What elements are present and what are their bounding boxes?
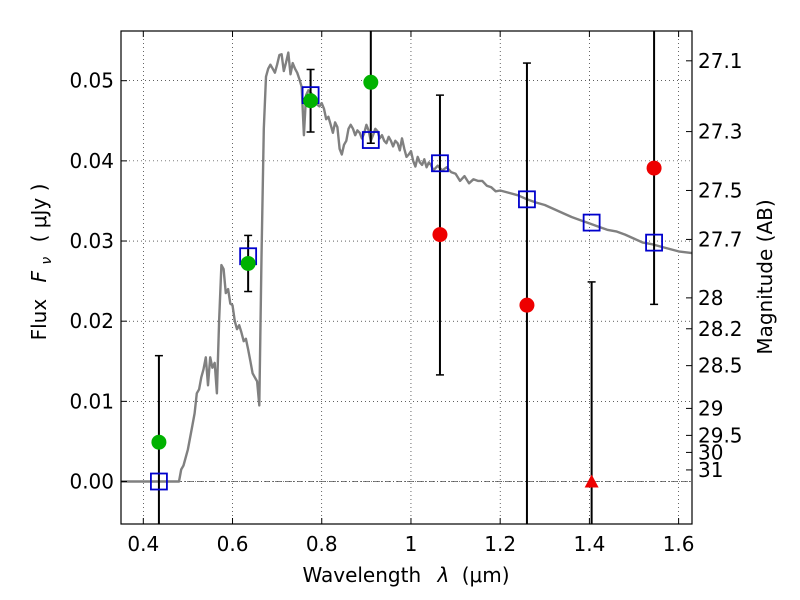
sed-model-line	[121, 51, 693, 483]
y-tick-label: 0.03	[69, 229, 114, 253]
detection-point-0	[151, 434, 167, 450]
y-axis-title-subscript: ν	[39, 257, 55, 265]
model-photometry-square-3	[361, 131, 380, 149]
x-axis-title-unit: (μm)	[462, 563, 510, 587]
magnitude-tick-label: 27.3	[698, 120, 743, 144]
magnitude-tick-label: 27.7	[698, 227, 743, 251]
observed-flux-markers	[151, 74, 662, 488]
magnitude-axis-title: Magnitude (AB)	[753, 199, 777, 354]
y-tick-label: 0.00	[69, 470, 114, 494]
x-tick-label: 0.4	[127, 532, 159, 556]
x-tick-label: 1.2	[484, 532, 516, 556]
x-tick-label: 1.4	[573, 532, 605, 556]
magnitude-tick-label: 31	[698, 458, 723, 482]
model-photometry-square-0	[150, 472, 168, 491]
model-photometry-square-7	[645, 233, 663, 252]
y-axis-title: Flux F ν ( μJy )	[27, 184, 56, 341]
magnitude-tick-label: 29.5	[698, 423, 743, 447]
magnitude-tick-label: 28.5	[698, 354, 743, 378]
x-axis-ticks: 0.4 0.6 0.8 1 1.2 1.4 1.6	[127, 31, 695, 556]
magnitude-tick-label: 27.1	[698, 49, 743, 73]
y-tick-label: 0.01	[69, 389, 114, 413]
y-axis-title-unit: ( μJy )	[27, 184, 51, 243]
magnitude-tick-label: 29	[698, 396, 723, 420]
x-tick-label: 0.8	[306, 532, 338, 556]
y-tick-label: 0.05	[69, 69, 114, 93]
x-axis-title: Wavelength λ (μm)	[302, 563, 509, 587]
model-photometry-square-4	[431, 154, 449, 173]
non-detection-point-0	[432, 227, 448, 243]
magnitude-tick-label: 30	[698, 440, 723, 464]
model-photometry-square-5	[518, 190, 536, 209]
non-detection-point-1	[519, 297, 535, 313]
upper-limit-marker-0	[584, 474, 599, 488]
detection-point-3	[363, 74, 379, 90]
x-tick-label: 1	[405, 532, 418, 556]
magnitude-tick-label: 28	[698, 286, 723, 310]
detection-point-1	[240, 255, 256, 271]
non-detection-point-2	[646, 160, 662, 176]
plot-frame	[120, 30, 693, 525]
x-tick-label: 1.6	[663, 532, 695, 556]
x-axis-title-symbol: λ	[437, 563, 450, 587]
y-tick-label: 0.02	[69, 309, 114, 333]
detection-point-2	[303, 93, 319, 109]
sed-model-curve	[121, 51, 693, 483]
x-axis-title-text: Wavelength	[302, 563, 421, 587]
magnitude-tick-label: 28.2	[698, 317, 743, 341]
y-axis-ticks: 0.00 0.01 0.02 0.03 0.04 0.05	[69, 69, 127, 494]
x-tick-label: 0.6	[217, 532, 249, 556]
magnitude-tick-label: 27.5	[698, 178, 743, 202]
y-axis-title-symbol: F	[27, 270, 51, 282]
model-photometry-square-6	[582, 213, 601, 232]
y-tick-label: 0.04	[69, 149, 114, 173]
y-axis-title-text: Flux	[27, 299, 51, 341]
